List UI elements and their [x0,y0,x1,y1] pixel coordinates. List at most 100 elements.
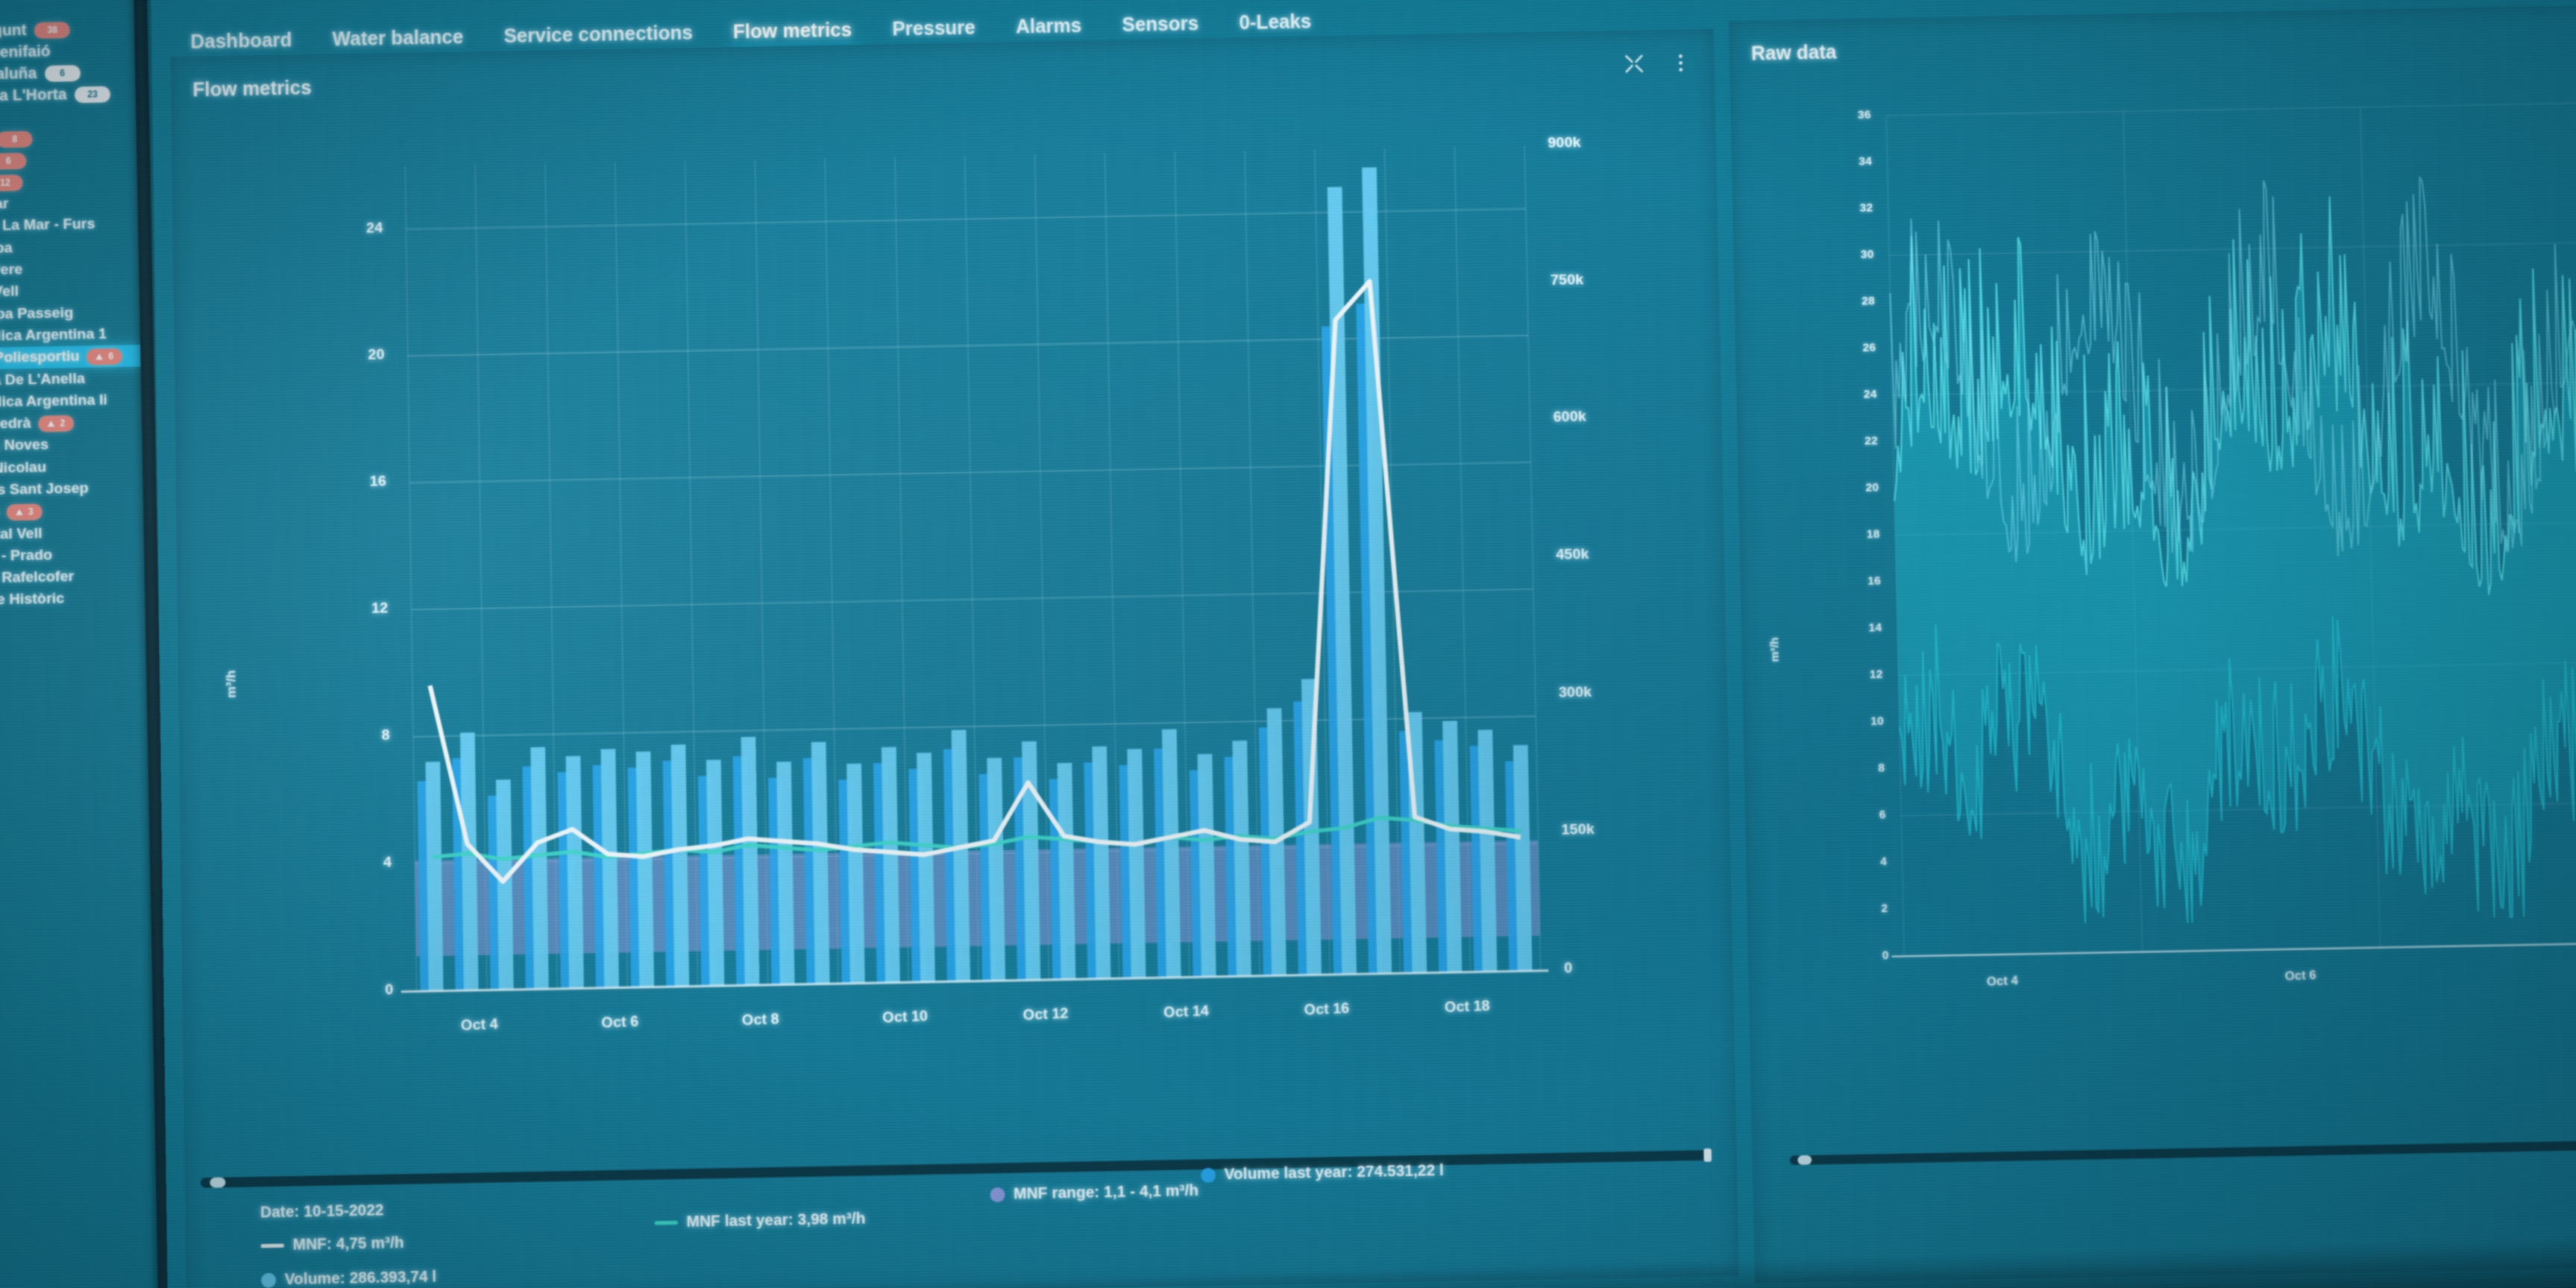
raw-y-tick: 36 [1857,108,1871,122]
raw-y-tick: 24 [1863,387,1877,401]
sidebar-item-label: 22-Hospital Vell [0,525,43,544]
sidebar-group-badge: 12 [0,174,24,192]
flow-y-tick-right: 450k [1556,546,1589,564]
sidebar-group-label: ...egación Benifaió [0,43,51,62]
tab-label: Dashboard [190,28,292,53]
sidebar-item-label: 15_Sant Nicolau [0,459,47,477]
legend-swatch-mnf [260,1243,285,1248]
sidebar-group-list: ...les de Sagunt 38 ...egación Benifaió...… [0,17,139,195]
flow-y-tick: 0 [385,981,394,999]
sidebar-item-label: 32_Centre Històric [0,591,65,610]
flow-y-tick-right: 900k [1548,134,1581,151]
raw-y-tick: 14 [1868,621,1882,635]
sidebar-item-label: 14_Cases Noves [0,436,49,456]
more-vertical-icon[interactable] [1669,51,1693,75]
flow-y-tick-right: 750k [1550,271,1584,289]
expand-icon[interactable] [1622,52,1646,76]
sidebar-item-label: 11_Ronda De L'Anella [0,370,85,390]
scrollbar-thumb[interactable] [210,1177,226,1188]
raw-y-tick: 18 [1866,527,1880,541]
sidebar-item-alarm-badge: 3 [6,503,43,521]
sidebar-item-label: 04_Sant Pere [0,261,23,280]
sidebar-group-badge: 38 [34,21,71,39]
sidebar-item-label: 01_Alcodar [0,195,9,214]
flow-y-tick: 8 [381,726,390,744]
tab-label: Alarms [1015,14,1082,38]
scrollbar-end-handle[interactable] [1703,1148,1712,1162]
flow-x-tick: Oct 8 [741,1011,780,1029]
sidebar-item-label: 02_Av. De La Mar - Furs [0,216,95,236]
sidebar-item-label: 19_Pellers Sant Josep [0,480,89,500]
flow-y-tick: 24 [365,219,383,236]
sidebar-item-alarm-badge: 6 [86,348,123,365]
tab-label: Sensors [1122,12,1199,36]
raw-y-tick: 20 [1865,480,1879,494]
sidebar-item-label: 13_Benirredrà [0,415,31,434]
raw-y-tick: 10 [1870,714,1884,729]
legend-volume-last-year[interactable]: Volume last year: 274.531,22 l [1200,1162,1444,1184]
legend-volume[interactable]: Volume: 286.393,74 l [261,1269,436,1288]
raw-y-tick: 8 [1878,761,1885,775]
raw-horizontal-scrollbar[interactable] [1789,1136,2576,1166]
legend-mnf-range[interactable]: MNF range: 1,1 - 4,1 m³/h [990,1182,1199,1204]
flow-x-tick: Oct 18 [1444,997,1491,1017]
tab-label: 0-Leaks [1239,10,1312,34]
raw-y-tick: 22 [1865,434,1878,448]
flow-metrics-plot[interactable]: 0 4 8 12 16 20 24 0 150k 300k 450k 600k 750k 900k Oc… [172,95,1737,1199]
flow-x-tick: Oct 6 [601,1013,639,1031]
flow-y-tick: 20 [368,346,385,363]
flow-x-tick: Oct 4 [460,1016,499,1034]
raw-y-tick: 28 [1862,294,1875,308]
raw-data-card: Raw data 0 2 4 6 8 10 12 14 16 18 20 22 24 26 28 30 32 34… [1729,0,2576,1284]
sidebar-item-label: 07 Republica Argentina 1 [0,326,107,345]
legend-mnf[interactable]: MNF: 4,75 m³/h [260,1234,404,1255]
raw-y-tick: 12 [1869,667,1883,682]
flow-x-tick: Oct 12 [1022,1005,1069,1024]
flow-x-tick: Oct 14 [1163,1002,1210,1022]
flow-x-tick: Oct 10 [882,1008,929,1027]
flow-metrics-title: Flow metrics [192,76,312,101]
flow-y-tick-right: 150k [1561,821,1595,839]
raw-y-tick: 6 [1879,808,1886,822]
raw-scrollbar-thumb[interactable] [1797,1155,1812,1165]
sidebar-group-label: ...cción Cataluña [0,64,37,84]
raw-y-axis-label: m³/h [1768,637,1782,662]
sidebar-group-label: ...cción Zona L'Horta [0,86,67,106]
raw-x-tick: Oct 4 [1987,974,2019,989]
flow-y-tick-right: 0 [1563,960,1573,977]
sidebar-group-label: ...les de Sagunt [0,21,27,41]
legend-swatch-mnf-last-year [654,1220,678,1225]
sidebar-item-32-centre-hist-ric[interactable]: 32_Centre Històric [0,587,144,613]
main-content: Dashboard Water balance Service connection… [151,0,2576,1288]
sidebar-group-badge: 6 [0,152,27,170]
raw-y-tick: 32 [1859,201,1873,215]
flow-y-tick: 4 [383,854,392,871]
flow-y-tick-right: 600k [1553,409,1586,426]
raw-y-tick: 16 [1867,574,1881,588]
legend-mnf-last-year[interactable]: MNF last year: 3,98 m³/h [654,1210,866,1232]
raw-y-tick: 30 [1860,248,1874,262]
raw-data-svg [1730,67,2576,1123]
sidebar-group-badge: 8 [0,131,33,148]
flow-y-tick: 16 [369,473,387,490]
raw-y-tick: 2 [1881,902,1888,916]
legend-swatch-mnf-range [990,1187,1005,1203]
sidebar-item-label: 06_Beniopa Passeig [0,304,74,324]
flow-y-axis-label: m³/h [223,670,239,699]
sidebar-item-label: 12 República Argentina Ii [0,392,108,412]
raw-y-tick: 0 [1882,949,1889,963]
sidebar-item-alarm-badge: 2 [37,415,75,433]
sidebar-item-label: 29_Raval - Prado [0,547,53,565]
flow-y-tick: 12 [371,600,389,617]
flow-metrics-card-actions [1622,51,1692,75]
raw-x-tick: Oct 6 [2284,968,2316,984]
sidebar-item-label: 03_Beniopa [0,239,13,258]
raw-y-tick: 4 [1879,855,1887,869]
tab-label: Flow metrics [732,19,852,43]
legend-swatch-volume [261,1272,277,1288]
sidebar-group-badge: 23 [74,86,111,103]
